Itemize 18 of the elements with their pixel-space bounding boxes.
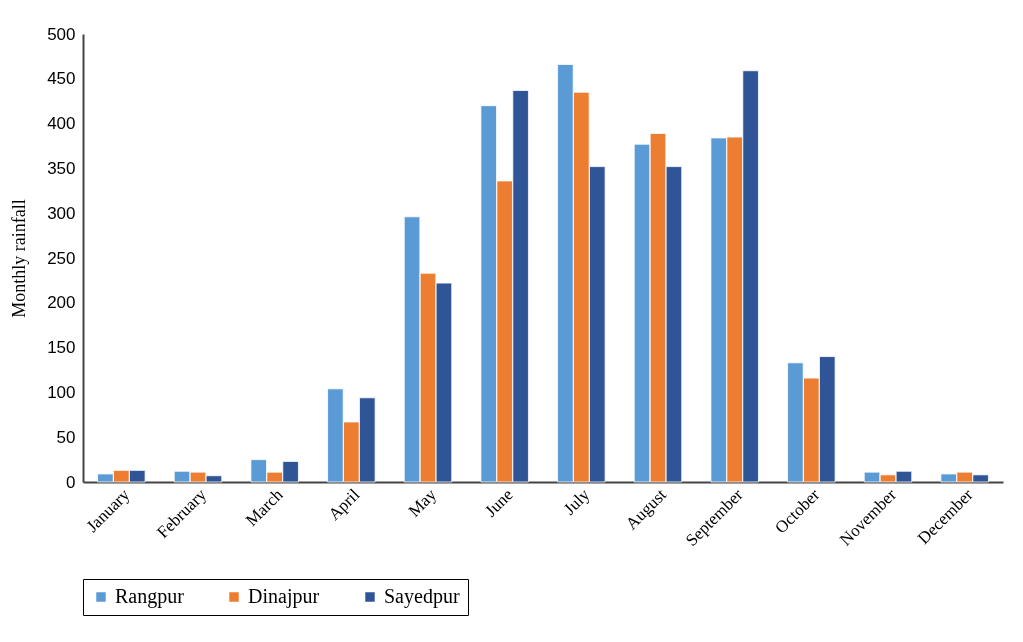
legend-label: Sayedpur: [384, 585, 460, 608]
y-tick-label: 400: [47, 114, 76, 134]
y-tick-label: 450: [47, 69, 76, 89]
y-tick-label: 250: [47, 248, 76, 268]
x-tick-label: May: [404, 484, 441, 521]
legend-label: Rangpur: [115, 585, 185, 608]
y-tick-label: 500: [47, 24, 76, 44]
y-tick-label: 350: [47, 158, 76, 178]
legend-label: Dinajpur: [248, 585, 320, 608]
x-tick-label: July: [559, 484, 594, 519]
y-tick-label: 300: [47, 203, 76, 223]
y-axis-title: Monthly rainfall: [9, 199, 30, 318]
y-tick-label: 100: [47, 382, 76, 402]
y-tick-label: 200: [47, 293, 76, 313]
y-tick-label: 50: [56, 427, 76, 447]
y-tick-label: 150: [47, 338, 76, 358]
x-tick-label: June: [481, 485, 517, 521]
y-tick-label: 0: [66, 472, 76, 492]
